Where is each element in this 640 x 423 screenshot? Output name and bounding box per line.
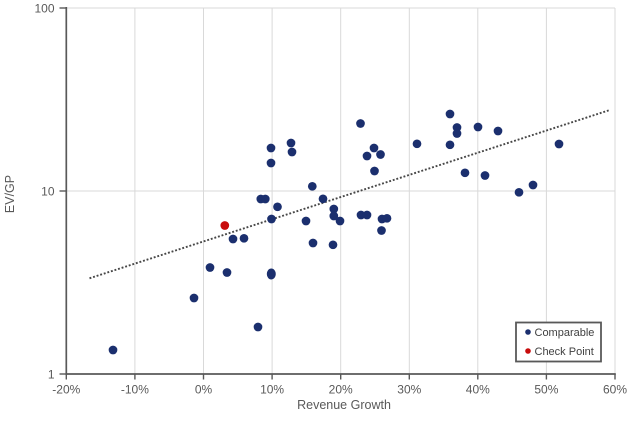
svg-text:20%: 20% (329, 382, 353, 396)
svg-text:50%: 50% (534, 382, 558, 396)
svg-text:Check Point: Check Point (535, 346, 594, 358)
svg-text:30%: 30% (397, 382, 421, 396)
svg-text:Revenue Growth: Revenue Growth (297, 398, 391, 412)
svg-text:0%: 0% (195, 382, 213, 396)
svg-text:60%: 60% (603, 382, 627, 396)
svg-text:40%: 40% (466, 382, 490, 396)
svg-text:10: 10 (41, 184, 55, 198)
svg-text:-10%: -10% (121, 382, 149, 396)
svg-text:EV/GP: EV/GP (3, 175, 17, 213)
svg-text:1: 1 (48, 367, 55, 381)
svg-text:-20%: -20% (52, 382, 80, 396)
svg-text:Comparable: Comparable (535, 327, 595, 339)
svg-text:100: 100 (34, 1, 54, 15)
svg-text:10%: 10% (260, 382, 284, 396)
